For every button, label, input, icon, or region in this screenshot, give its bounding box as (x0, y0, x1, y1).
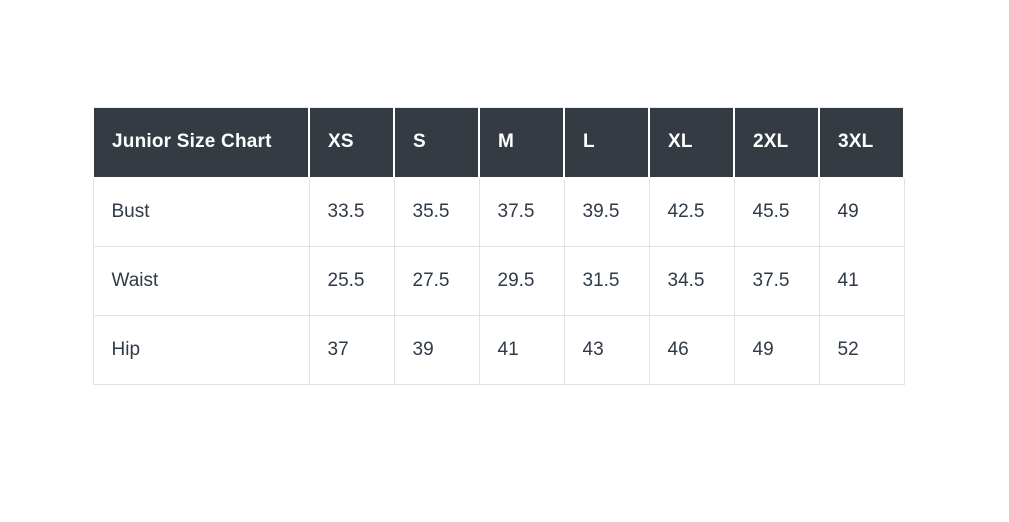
table-cell: 41 (478, 315, 565, 385)
table-cell: 34.5 (648, 246, 735, 316)
table-cell: 42.5 (648, 177, 735, 247)
table-cell: 37 (308, 315, 395, 385)
table-cell: 52 (818, 315, 905, 385)
table-row-waist: Waist 25.5 27.5 29.5 31.5 34.5 37.5 41 (92, 246, 905, 316)
size-chart-body: Bust 33.5 35.5 37.5 39.5 42.5 45.5 49 Wa… (92, 177, 905, 385)
table-cell: 31.5 (563, 246, 650, 316)
table-cell: 35.5 (393, 177, 480, 247)
row-label: Waist (92, 246, 310, 316)
table-row-hip: Hip 37 39 41 43 46 49 52 (92, 315, 905, 385)
table-cell: 33.5 (308, 177, 395, 247)
column-header-xl: XL (648, 107, 735, 179)
table-cell: 29.5 (478, 246, 565, 316)
header-row: Junior Size Chart XS S M L XL 2XL 3XL (92, 107, 905, 179)
table-cell: 27.5 (393, 246, 480, 316)
size-chart-table: Junior Size Chart XS S M L XL 2XL 3XL Bu… (92, 107, 905, 385)
row-label: Bust (92, 177, 310, 247)
column-header-s: S (393, 107, 480, 179)
table-cell: 49 (818, 177, 905, 247)
table-cell: 41 (818, 246, 905, 316)
table-cell: 45.5 (733, 177, 820, 247)
table-title-cell: Junior Size Chart (92, 107, 310, 179)
column-header-m: M (478, 107, 565, 179)
row-label: Hip (92, 315, 310, 385)
size-chart-header: Junior Size Chart XS S M L XL 2XL 3XL (92, 107, 905, 179)
table-cell: 25.5 (308, 246, 395, 316)
table-cell: 49 (733, 315, 820, 385)
table-cell: 39 (393, 315, 480, 385)
column-header-3xl: 3XL (818, 107, 905, 179)
size-chart-section: Junior Size Chart XS S M L XL 2XL 3XL Bu… (92, 107, 905, 385)
table-cell: 43 (563, 315, 650, 385)
table-cell: 37.5 (733, 246, 820, 316)
table-cell: 46 (648, 315, 735, 385)
table-cell: 37.5 (478, 177, 565, 247)
column-header-l: L (563, 107, 650, 179)
column-header-xs: XS (308, 107, 395, 179)
table-cell: 39.5 (563, 177, 650, 247)
table-row-bust: Bust 33.5 35.5 37.5 39.5 42.5 45.5 49 (92, 177, 905, 247)
column-header-2xl: 2XL (733, 107, 820, 179)
